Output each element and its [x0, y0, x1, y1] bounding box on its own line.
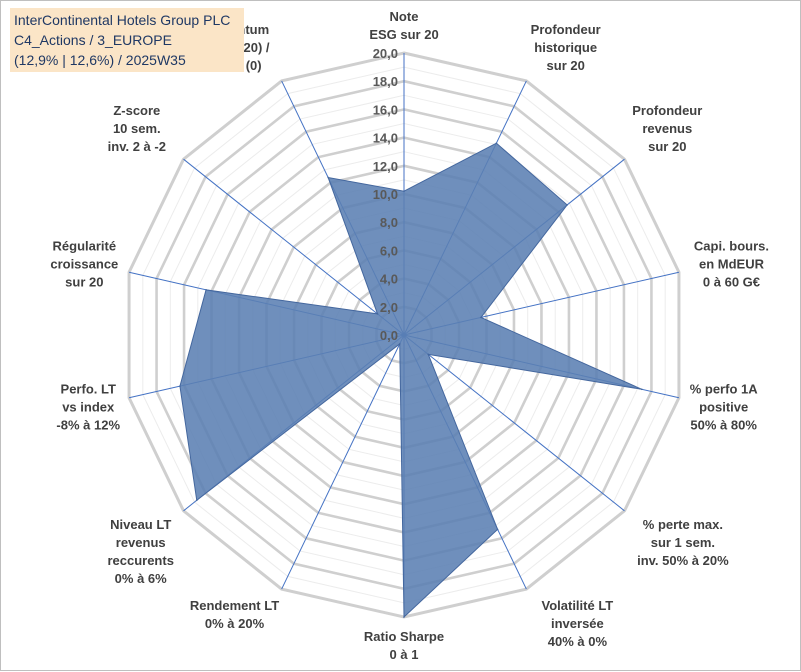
axis-label: Note ESG sur 20: [369, 9, 438, 42]
axis-label-line: 10 sem.: [113, 121, 161, 136]
axis-label-line: 0 à 60 G€: [703, 274, 760, 289]
data-point: [403, 190, 405, 192]
data-point: [376, 313, 379, 315]
axis-label: Rendement LT 0% à 20%: [190, 598, 279, 631]
data-point: [496, 528, 499, 531]
axis-label-line: ESG sur 20: [369, 27, 438, 42]
tick-label: 10,0: [373, 187, 398, 202]
data-point: [195, 499, 198, 502]
radar-spoke: [183, 158, 405, 336]
axis-label-line: sur 20: [65, 274, 103, 289]
radar-spoke: [403, 334, 625, 512]
axis-label: Z-score 10 sem. inv. 2 à -2: [108, 103, 166, 154]
data-point: [480, 316, 482, 319]
axis-label-line: Régularité: [53, 238, 117, 253]
tick-label: 0,0: [380, 328, 398, 343]
axis-label-line: en MdEUR: [699, 256, 765, 271]
data-point: [398, 343, 401, 345]
axis-label-line: croissance: [50, 256, 118, 271]
axis-label-line: Ratio Sharpe: [364, 629, 444, 644]
radar-tick-labels: 0,0 2,0 4,0 6,0 8,0 10,0 12,0 14,0 16,0 18,0 20,0: [373, 46, 398, 343]
axis-label-line: 0% à 6%: [115, 571, 167, 586]
axis-label-line: inversée: [551, 616, 604, 631]
tick-label: 18,0: [373, 74, 398, 89]
data-point: [566, 204, 568, 206]
axis-label-line: Z-score: [113, 103, 160, 118]
axis-label-line: sur 20: [648, 139, 686, 154]
data-point: [403, 616, 405, 618]
radar-series: [179, 142, 643, 619]
tick-label: 6,0: [380, 243, 398, 258]
data-point: [205, 289, 207, 291]
axis-label-line: -8% à 12%: [56, 418, 120, 433]
axis-label: Niveau LT revenus reccurents 0% à 6%: [107, 517, 173, 586]
title-company: InterContinental Hotels Group PLC: [14, 12, 231, 28]
tick-label: 16,0: [373, 102, 398, 117]
data-point: [427, 353, 430, 356]
axis-label-line: Volatilité LT: [542, 598, 614, 613]
axis-label-line: inv. 2 à -2: [108, 139, 166, 154]
axis-label-line: reccurents: [107, 553, 173, 568]
axis-label: Perfo. LT vs index -8% à 12%: [56, 382, 120, 433]
axis-label-line: % perte max.: [643, 517, 723, 532]
data-point: [495, 142, 498, 144]
axis-label: % perfo 1A positive 50% à 80%: [690, 382, 759, 433]
axis-label: Ratio Sharpe 0 à 1: [364, 629, 444, 662]
axis-label-line: revenus: [116, 535, 166, 550]
axis-label-line: Note: [390, 9, 419, 24]
tick-label: 4,0: [380, 272, 398, 287]
axis-label-line: Niveau LT: [110, 517, 171, 532]
radar-spoke: [281, 334, 405, 590]
title-perf-week: (12,9% | 12,6%) / 2025W35: [14, 52, 186, 68]
axis-label-line: Rendement LT: [190, 598, 279, 613]
tick-label: 20,0: [373, 46, 398, 61]
axis-label-line: 0 à 1: [390, 647, 419, 662]
axis-label: Volatilité LT inversée 40% à 0%: [542, 598, 614, 649]
chart-title-box: InterContinental Hotels Group PLC C4_Act…: [10, 8, 244, 72]
tick-label: 14,0: [373, 131, 398, 146]
axis-label-line: 50% à 80%: [690, 418, 757, 433]
axis-label-line: positive: [699, 400, 748, 415]
tick-label: 8,0: [380, 215, 398, 230]
axis-label-line: inv. 50% à 20%: [637, 553, 729, 568]
axis-label-line: % perfo 1A: [690, 382, 759, 397]
axis-label-line: Perfo. LT: [61, 382, 116, 397]
tick-label: 2,0: [380, 300, 398, 315]
data-point: [179, 385, 181, 387]
axis-label-line: sur 20: [547, 58, 585, 73]
axis-label: Capi. bours. en MdEUR 0 à 60 G€: [694, 238, 769, 289]
title-category: C4_Actions / 3_EUROPE: [14, 32, 172, 48]
data-point: [641, 388, 643, 391]
axis-label-line: Profondeur: [531, 22, 601, 37]
axis-label-line: sur 1 sem.: [651, 535, 715, 550]
axis-label-line: 40% à 0%: [548, 634, 608, 649]
axis-label-line: 0% à 20%: [205, 616, 265, 631]
data-point: [327, 176, 329, 179]
axis-label-line: historique: [534, 40, 597, 55]
axis-label-line: Capi. bours.: [694, 238, 769, 253]
axis-label-line: Profondeur: [632, 103, 702, 118]
axis-label: Profondeur historique sur 20: [531, 22, 601, 73]
tick-label: 12,0: [373, 159, 398, 174]
axis-label-line: vs index: [62, 400, 115, 415]
axis-label: Profondeur revenus sur 20: [632, 103, 702, 154]
axis-label: % perte max. sur 1 sem. inv. 50% à 20%: [637, 517, 729, 568]
axis-label: Régularité croissance sur 20: [50, 238, 118, 289]
axis-label-line: revenus: [642, 121, 692, 136]
